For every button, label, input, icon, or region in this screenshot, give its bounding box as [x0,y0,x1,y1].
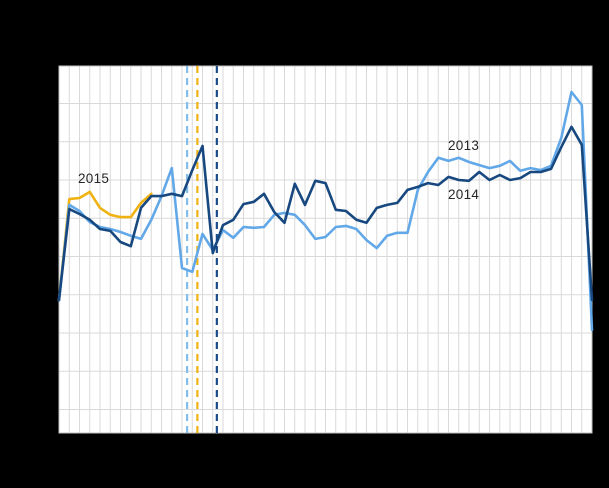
series-label-2013: 2013 [448,138,480,153]
plot-border [58,65,593,434]
series-line-2014 [57,125,594,302]
series-line-2013 [57,90,594,332]
series-label-2015: 2015 [78,171,110,186]
series-label-2014: 2014 [448,187,480,202]
series-line-2015 [57,190,153,302]
